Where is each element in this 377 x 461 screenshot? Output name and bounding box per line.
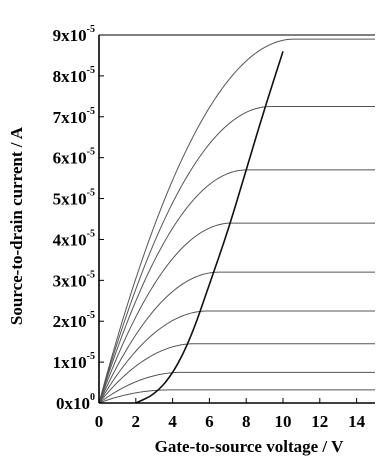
axes: [98, 34, 375, 404]
y-tick-label: 1x10-5: [53, 351, 95, 372]
output-curve: [98, 371, 375, 404]
y-tick-label: 8x10-5: [53, 65, 95, 86]
x-tick-label: 6: [205, 412, 214, 431]
output-curve: [98, 38, 375, 404]
x-tick-label: 8: [242, 412, 251, 431]
x-tick-label: 10: [275, 412, 292, 431]
y-tick-labels: 0x100 1x10-5 2x10-5 3x10-5 4x10-5 5x10-5 6x10-…: [53, 24, 95, 413]
y-tick-label: 5x10-5: [53, 188, 95, 209]
output-curve: [98, 106, 375, 404]
y-tick-label: 6x10-5: [53, 147, 95, 168]
output-curve: [98, 169, 375, 404]
saturation-locus-curve: [135, 51, 284, 404]
x-tick-label: 2: [132, 412, 141, 431]
x-axis-label: Gate-to-source voltage / V: [155, 437, 344, 456]
output-curve: [98, 222, 375, 404]
x-tick-label: 12: [311, 412, 328, 431]
x-tick-label: 4: [168, 412, 177, 431]
y-tick-label: 0x100: [56, 392, 95, 413]
y-tick-label: 7x10-5: [53, 106, 95, 127]
output-curve: [98, 343, 375, 404]
plot-lines: [98, 38, 375, 404]
output-curve: [98, 310, 375, 404]
x-tick-label: 14: [348, 412, 366, 431]
y-tick-label: 3x10-5: [53, 269, 95, 290]
y-tick-label: 9x10-5: [53, 24, 95, 45]
y-tick-label: 4x10-5: [53, 228, 95, 249]
output-curve: [98, 271, 375, 404]
x-tick-label: 0: [95, 412, 104, 431]
x-tick-labels: 0 2 4 6 8 10 12 14: [95, 412, 366, 431]
y-axis-label: Source-to-drain current / A: [7, 126, 26, 325]
y-tick-label: 2x10-5: [53, 310, 95, 331]
